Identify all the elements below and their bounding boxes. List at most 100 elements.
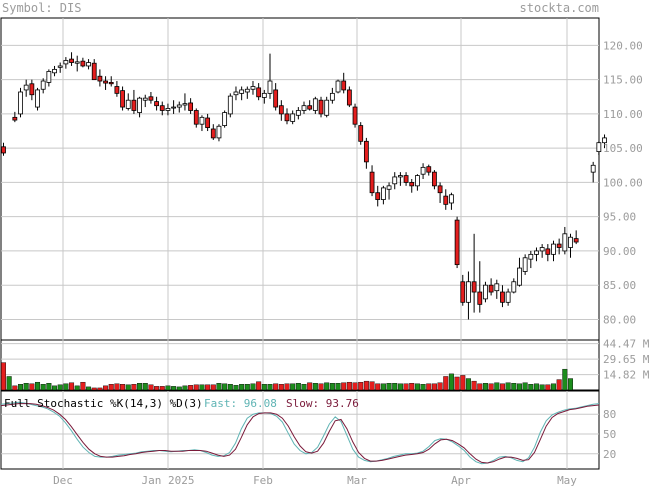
volume-bar	[448, 373, 454, 391]
candle-body	[86, 62, 91, 67]
candle-body	[545, 248, 551, 255]
volume-bar	[392, 383, 398, 391]
volume-bar	[69, 382, 75, 391]
stochastic-tick-label: 80	[603, 408, 616, 421]
volume-bar	[120, 384, 126, 391]
candle-body	[420, 166, 426, 175]
month-tick-label: Mar	[347, 474, 367, 486]
volume-bar	[1, 362, 6, 391]
volume-bar	[494, 382, 500, 391]
candle-body	[329, 92, 335, 101]
candle-body	[483, 284, 488, 300]
volume-bar	[63, 383, 69, 391]
candle-body	[415, 175, 420, 187]
candle-body	[205, 117, 211, 129]
candle-body	[341, 80, 347, 91]
volume-bar	[250, 383, 256, 391]
volume-bar	[550, 383, 556, 391]
volume-bar	[46, 383, 52, 391]
candle-body	[97, 75, 103, 82]
volume-tick-label: 14.82 M	[603, 369, 650, 382]
candle-body	[494, 283, 500, 292]
volume-bar	[125, 384, 131, 391]
candle-body	[29, 83, 35, 96]
candle-body	[250, 86, 256, 90]
candle-body	[318, 99, 324, 115]
candle-body	[346, 89, 352, 106]
volume-bar	[533, 383, 539, 391]
volume-bar	[516, 383, 522, 391]
candle-body	[284, 113, 290, 122]
volume-bar	[488, 383, 494, 391]
candle-body	[40, 80, 46, 90]
volume-bar	[97, 387, 103, 391]
volume-bar	[318, 383, 324, 391]
candle-body	[511, 281, 517, 293]
volume-panel-frame	[0, 339, 600, 391]
volume-bar	[52, 385, 58, 391]
candle-body	[392, 176, 398, 185]
volume-bar	[103, 385, 109, 391]
candle-body	[176, 104, 182, 108]
volume-bar	[324, 382, 330, 391]
candle-body	[23, 84, 29, 91]
volume-bar	[528, 384, 534, 391]
volume-bar	[29, 383, 35, 391]
volume-bar	[414, 383, 420, 391]
volume-bar	[278, 384, 284, 391]
candle-body	[244, 88, 250, 93]
candle-body	[295, 110, 301, 116]
month-tick-label: May	[557, 474, 577, 486]
volume-bar	[443, 376, 449, 391]
volume-bar	[216, 383, 222, 391]
volume-bar	[369, 381, 375, 391]
volume-bar	[205, 384, 211, 391]
candle-body	[488, 284, 494, 293]
candle-body	[63, 60, 69, 65]
volume-bar	[222, 383, 228, 391]
stochastic-tick-label: 20	[603, 448, 616, 461]
candle-body	[108, 82, 114, 85]
volume-bar	[375, 383, 381, 391]
volume-bar	[545, 384, 551, 391]
volume-bar	[301, 384, 307, 391]
volume-bar	[482, 383, 488, 391]
candle-body	[397, 175, 403, 178]
volume-bar	[6, 376, 12, 391]
volume-bar	[176, 386, 182, 391]
candle-body	[69, 58, 74, 63]
candle-body	[125, 99, 131, 109]
stochastic-panel-frame	[0, 390, 600, 470]
price-tick-label: 110.00	[603, 108, 643, 121]
candle-body	[466, 281, 471, 303]
volume-bar	[386, 383, 392, 391]
volume-bar	[460, 375, 466, 391]
candle-body	[562, 233, 568, 252]
candle-body	[539, 247, 545, 252]
volume-bar	[307, 382, 313, 391]
candle-body	[148, 96, 154, 101]
candle-body	[182, 103, 188, 106]
volume-bar	[539, 384, 545, 391]
volume-bar	[131, 384, 137, 391]
volume-bar	[273, 383, 279, 391]
candle-body	[352, 106, 358, 125]
volume-bar	[114, 383, 120, 391]
candle-body	[358, 125, 364, 142]
volume-bar	[522, 382, 528, 391]
volume-bar	[239, 384, 245, 391]
volume-bar	[154, 386, 160, 391]
candle-body	[52, 68, 57, 74]
volume-bar	[57, 384, 63, 391]
volume-bar	[35, 381, 41, 391]
volume-bar	[210, 384, 216, 391]
candle-body	[437, 185, 443, 194]
site-label: stockta.com	[520, 1, 599, 15]
candle-body	[154, 101, 159, 107]
candle-body	[46, 71, 52, 83]
volume-bar	[108, 384, 114, 391]
candle-body	[290, 113, 296, 122]
volume-bar	[511, 383, 517, 391]
volume-bar	[148, 384, 154, 391]
